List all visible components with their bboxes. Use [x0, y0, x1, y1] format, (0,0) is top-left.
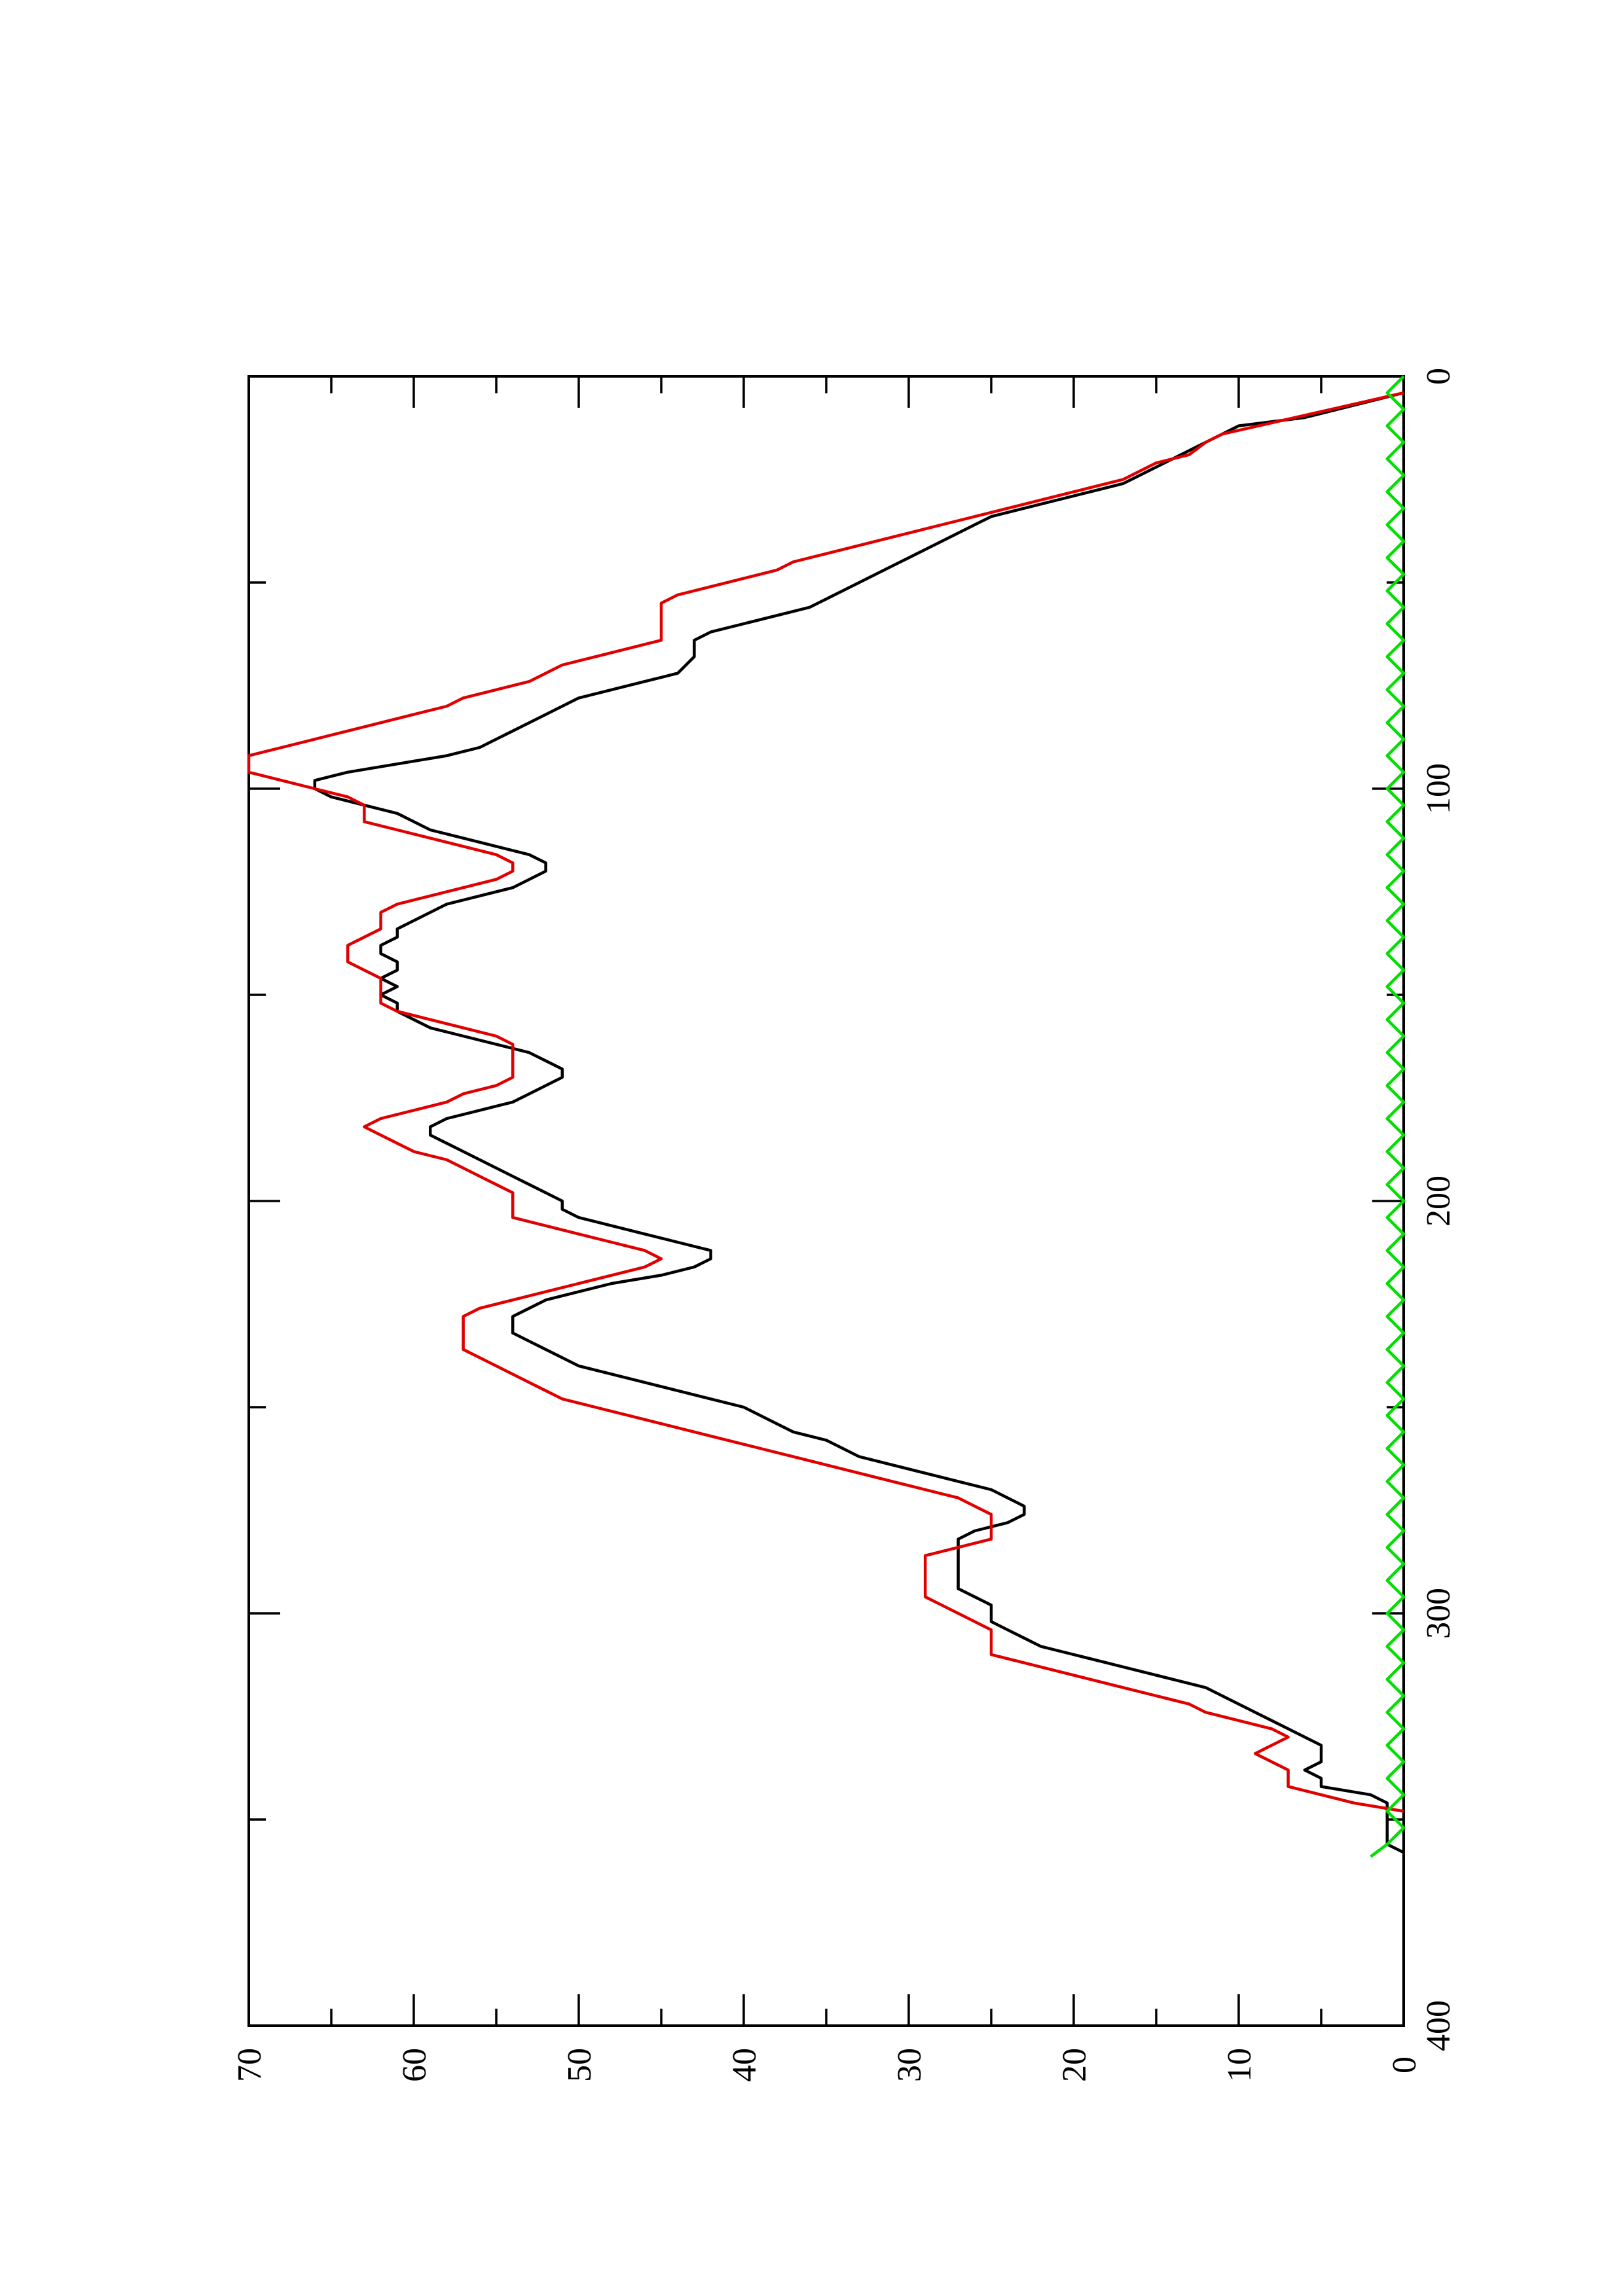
y-tick-label-40: 40 [726, 2048, 763, 2082]
y-tick-label-30: 30 [891, 2048, 928, 2082]
series-line-1 [313, 391, 1405, 1854]
series-line-2 [247, 391, 1404, 1813]
series-line-3 [1370, 375, 1406, 1858]
x-tick-label-0: 0 [1420, 368, 1457, 385]
y-tick-label-70: 70 [231, 2048, 268, 2082]
x-tick-label-100: 100 [1420, 763, 1457, 814]
x-tick-label-300: 300 [1420, 1588, 1457, 1639]
y-tick-label-20: 20 [1056, 2048, 1093, 2082]
y-tick-label-50: 50 [561, 2048, 598, 2082]
tick-labels: 0 100 200 300 400 0 10 20 30 40 50 60 70 [231, 368, 1457, 2082]
ticks [247, 375, 1405, 2027]
plot-frame [247, 375, 1405, 2027]
series-layer [247, 375, 1406, 1858]
x-tick-label-200: 200 [1420, 1175, 1457, 1227]
y-tick-label-10: 10 [1221, 2048, 1258, 2082]
y-tick-label-0: 0 [1386, 2056, 1423, 2073]
y-tick-label-60: 60 [396, 2048, 433, 2082]
x-tick-label-400: 400 [1420, 2000, 1457, 2051]
